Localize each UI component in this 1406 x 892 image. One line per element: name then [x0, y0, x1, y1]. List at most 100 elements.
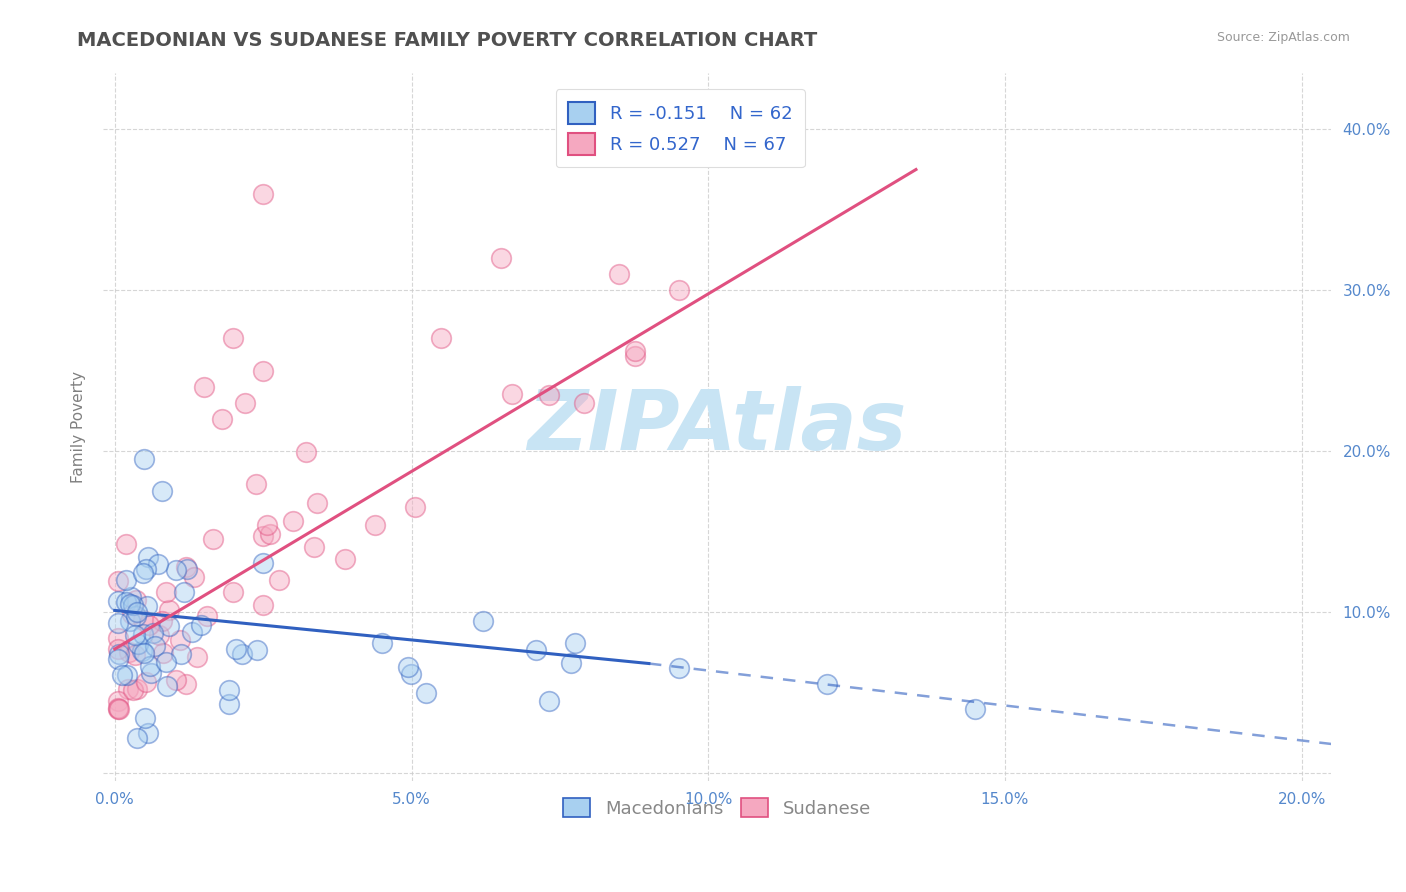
Point	[157, 602, 180, 616]
Point	[222, 331, 245, 345]
Point	[127, 637, 149, 651]
Point	[107, 694, 129, 708]
Point	[120, 597, 142, 611]
Point	[131, 643, 153, 657]
Point	[218, 682, 240, 697]
Point	[132, 614, 155, 628]
Point	[246, 643, 269, 657]
Point	[121, 598, 143, 612]
Point	[141, 666, 163, 681]
Point	[141, 626, 163, 640]
Point	[538, 694, 561, 708]
Point	[404, 500, 426, 515]
Point	[607, 267, 630, 281]
Point	[118, 614, 141, 628]
Point	[152, 646, 174, 660]
Point	[233, 396, 256, 410]
Point	[148, 558, 170, 572]
Point	[538, 388, 561, 402]
Point	[107, 652, 129, 666]
Point	[115, 667, 138, 681]
Point	[174, 559, 197, 574]
Point	[965, 701, 987, 715]
Point	[307, 495, 329, 509]
Point	[138, 618, 160, 632]
Point	[107, 615, 129, 630]
Point	[202, 532, 225, 546]
Point	[252, 529, 274, 543]
Text: MACEDONIAN VS SUDANESE FAMILY POVERTY CORRELATION CHART: MACEDONIAN VS SUDANESE FAMILY POVERTY CO…	[77, 31, 817, 50]
Point	[668, 283, 690, 297]
Point	[132, 566, 155, 580]
Point	[173, 585, 195, 599]
Point	[134, 452, 156, 467]
Point	[415, 685, 437, 699]
Point	[574, 396, 596, 410]
Point	[156, 679, 179, 693]
Point	[183, 569, 205, 583]
Point	[107, 594, 129, 608]
Point	[225, 642, 247, 657]
Point	[252, 364, 274, 378]
Point	[115, 573, 138, 587]
Point	[302, 541, 325, 555]
Point	[107, 574, 129, 588]
Point	[122, 682, 145, 697]
Point	[135, 675, 157, 690]
Point	[231, 648, 253, 662]
Point	[430, 331, 453, 345]
Point	[143, 640, 166, 654]
Point	[125, 608, 148, 623]
Point	[186, 649, 208, 664]
Point	[107, 631, 129, 645]
Point	[165, 673, 187, 687]
Point	[624, 344, 647, 359]
Point	[195, 608, 218, 623]
Text: Source: ZipAtlas.com: Source: ZipAtlas.com	[1216, 31, 1350, 45]
Point	[107, 701, 129, 715]
Point	[136, 549, 159, 564]
Point	[155, 655, 177, 669]
Point	[524, 643, 547, 657]
Point	[139, 658, 162, 673]
Point	[125, 592, 148, 607]
Point	[181, 624, 204, 639]
Point	[107, 701, 129, 715]
Point	[624, 349, 647, 363]
Point	[267, 573, 290, 587]
Point	[335, 552, 357, 566]
Point	[125, 731, 148, 746]
Point	[281, 514, 304, 528]
Point	[117, 681, 139, 696]
Point	[174, 677, 197, 691]
Point	[245, 477, 267, 491]
Point	[148, 628, 170, 642]
Point	[252, 186, 274, 201]
Point	[134, 711, 156, 725]
Point	[124, 627, 146, 641]
Point	[501, 386, 523, 401]
Point	[190, 618, 212, 632]
Point	[107, 647, 129, 661]
Point	[815, 677, 838, 691]
Point	[136, 726, 159, 740]
Point	[170, 647, 193, 661]
Point	[132, 627, 155, 641]
Point	[471, 614, 494, 628]
Point	[155, 585, 177, 599]
Point	[150, 484, 173, 499]
Point	[364, 518, 387, 533]
Point	[120, 590, 142, 604]
Point	[668, 661, 690, 675]
Point	[489, 251, 512, 265]
Point	[150, 614, 173, 628]
Point	[295, 445, 318, 459]
Point	[107, 701, 129, 715]
Point	[222, 585, 245, 599]
Point	[560, 657, 582, 671]
Point	[218, 698, 240, 712]
Text: ZIPAtlas: ZIPAtlas	[527, 386, 907, 467]
Point	[121, 607, 143, 621]
Legend: Macedonians, Sudanese: Macedonians, Sudanese	[555, 791, 879, 825]
Point	[125, 682, 148, 697]
